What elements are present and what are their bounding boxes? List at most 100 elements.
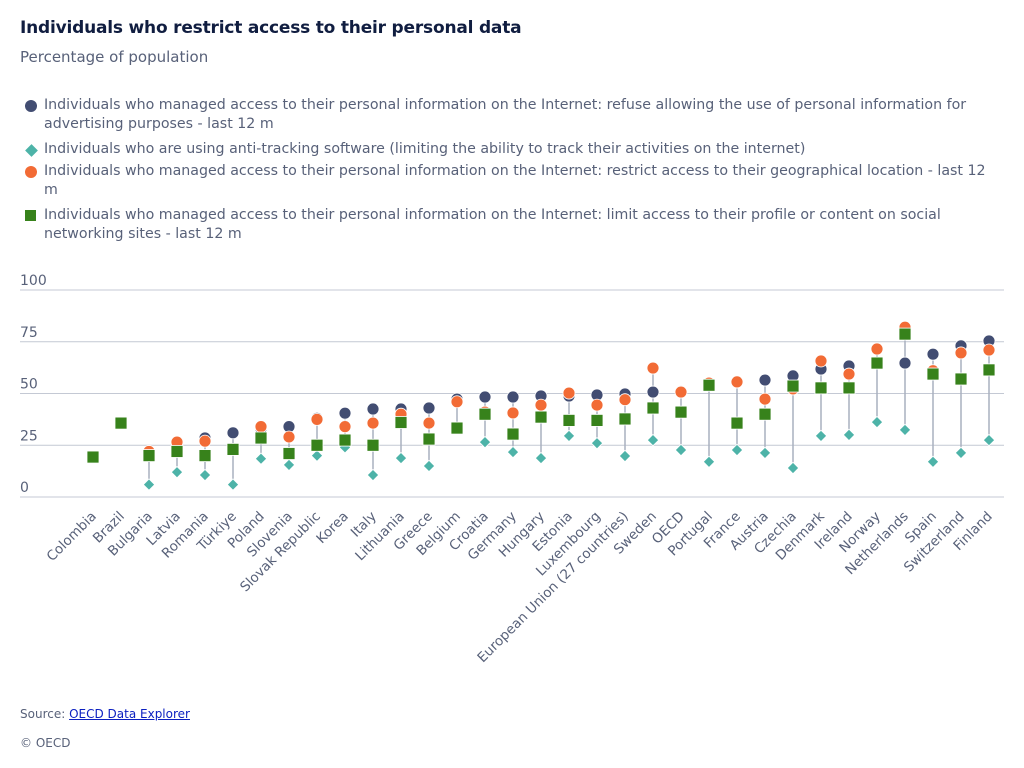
point-circle-sweden[interactable] bbox=[646, 361, 660, 375]
point-circle-slovenia[interactable] bbox=[282, 430, 296, 444]
source-link[interactable]: OECD Data Explorer bbox=[69, 707, 190, 721]
point-diamond-norway[interactable] bbox=[870, 415, 884, 429]
point-circle-greece[interactable] bbox=[422, 416, 436, 430]
point-diamond-slovak-republic[interactable] bbox=[310, 449, 324, 462]
point-diamond-european-union-27-countries-[interactable] bbox=[618, 449, 632, 463]
point-circle-italy[interactable] bbox=[366, 416, 380, 430]
point-diamond-croatia[interactable] bbox=[478, 435, 492, 449]
point-diamond-sweden[interactable] bbox=[646, 433, 660, 447]
point-circle-netherlands[interactable] bbox=[898, 356, 912, 370]
point-diamond-portugal[interactable] bbox=[702, 455, 716, 469]
point-square-luxembourg[interactable] bbox=[590, 414, 604, 427]
point-square-colombia[interactable] bbox=[86, 450, 100, 464]
point-square-slovak-republic[interactable] bbox=[310, 438, 324, 452]
point-diamond-oecd[interactable] bbox=[674, 443, 688, 457]
point-circle-spain[interactable] bbox=[926, 347, 940, 361]
point-square-romania[interactable] bbox=[198, 449, 212, 463]
point-diamond-netherlands[interactable] bbox=[898, 423, 912, 437]
point-square-korea[interactable] bbox=[338, 433, 352, 447]
legend-item-anti-tracking[interactable]: Individuals who are using anti-tracking … bbox=[20, 140, 995, 159]
point-square-greece[interactable] bbox=[422, 432, 436, 446]
point-square-germany[interactable] bbox=[506, 427, 520, 441]
point-diamond-romania[interactable] bbox=[198, 468, 212, 482]
point-circle-greece[interactable] bbox=[422, 401, 436, 415]
legend-item-refuse-advertising[interactable]: Individuals who managed access to their … bbox=[20, 96, 995, 134]
point-circle-hungary[interactable] bbox=[534, 398, 548, 412]
point-circle-norway[interactable] bbox=[870, 342, 884, 356]
point-square-austria[interactable] bbox=[758, 407, 772, 421]
point-square-european-union-27-countries-[interactable] bbox=[618, 412, 632, 426]
point-circle-croatia[interactable] bbox=[478, 390, 492, 404]
point-circle-poland[interactable] bbox=[254, 420, 268, 434]
point-circle-luxembourg[interactable] bbox=[590, 398, 604, 412]
point-square-t-rkiye[interactable] bbox=[226, 442, 240, 456]
point-diamond-poland[interactable] bbox=[254, 452, 268, 465]
point-diamond-latvia[interactable] bbox=[170, 465, 184, 479]
point-diamond-czechia[interactable] bbox=[786, 461, 800, 475]
point-square-hungary[interactable] bbox=[534, 410, 548, 424]
point-circle-ireland[interactable] bbox=[842, 367, 856, 381]
point-diamond-bulgaria[interactable] bbox=[142, 478, 156, 491]
point-square-france[interactable] bbox=[730, 416, 744, 430]
point-circle-european-union-27-countries-[interactable] bbox=[618, 393, 632, 407]
point-square-spain[interactable] bbox=[926, 367, 940, 381]
point-diamond-denmark[interactable] bbox=[814, 429, 828, 443]
point-square-finland[interactable] bbox=[982, 363, 996, 377]
point-square-oecd[interactable] bbox=[674, 405, 688, 419]
point-square-lithuania[interactable] bbox=[394, 416, 408, 429]
point-square-bulgaria[interactable] bbox=[142, 449, 156, 463]
point-diamond-greece[interactable] bbox=[422, 459, 436, 473]
point-square-slovenia[interactable] bbox=[282, 447, 296, 460]
point-square-czechia[interactable] bbox=[786, 379, 800, 393]
point-circle-france[interactable] bbox=[730, 375, 744, 389]
point-square-italy[interactable] bbox=[366, 438, 380, 452]
point-diamond-luxembourg[interactable] bbox=[590, 436, 604, 450]
point-circle-estonia[interactable] bbox=[562, 386, 576, 400]
point-circle-germany[interactable] bbox=[506, 406, 520, 420]
point-square-portugal[interactable] bbox=[702, 378, 716, 392]
point-square-latvia[interactable] bbox=[170, 445, 184, 458]
y-tick-label: 50 bbox=[20, 377, 38, 393]
point-square-denmark[interactable] bbox=[814, 381, 828, 395]
point-circle-austria[interactable] bbox=[758, 373, 772, 387]
point-circle-t-rkiye[interactable] bbox=[226, 426, 240, 440]
point-square-sweden[interactable] bbox=[646, 401, 660, 415]
legend-item-limit-profile[interactable]: Individuals who managed access to their … bbox=[20, 206, 995, 244]
point-diamond-spain[interactable] bbox=[926, 455, 940, 469]
point-square-poland[interactable] bbox=[254, 431, 268, 445]
point-circle-sweden[interactable] bbox=[646, 385, 660, 399]
point-circle-romania[interactable] bbox=[198, 434, 212, 448]
point-circle-finland[interactable] bbox=[982, 343, 996, 357]
point-circle-oecd[interactable] bbox=[674, 385, 688, 399]
point-circle-korea[interactable] bbox=[338, 406, 352, 420]
point-square-belgium[interactable] bbox=[450, 421, 464, 435]
point-diamond-finland[interactable] bbox=[982, 433, 996, 447]
point-circle-belgium[interactable] bbox=[450, 395, 464, 409]
point-circle-italy[interactable] bbox=[366, 402, 380, 416]
point-diamond-germany[interactable] bbox=[506, 445, 520, 459]
point-square-ireland[interactable] bbox=[842, 381, 856, 395]
point-diamond-hungary[interactable] bbox=[534, 451, 548, 465]
point-diamond-italy[interactable] bbox=[366, 468, 380, 482]
point-diamond-ireland[interactable] bbox=[842, 428, 856, 442]
point-square-estonia[interactable] bbox=[562, 414, 576, 427]
point-diamond-t-rkiye[interactable] bbox=[226, 478, 240, 491]
point-square-switzerland[interactable] bbox=[954, 372, 968, 386]
point-diamond-slovenia[interactable] bbox=[282, 458, 296, 472]
point-square-brazil[interactable] bbox=[114, 416, 128, 430]
point-circle-austria[interactable] bbox=[758, 392, 772, 406]
point-circle-switzerland[interactable] bbox=[954, 346, 968, 360]
point-diamond-france[interactable] bbox=[730, 443, 744, 457]
point-diamond-lithuania[interactable] bbox=[394, 451, 408, 465]
point-circle-germany[interactable] bbox=[506, 390, 520, 404]
point-diamond-switzerland[interactable] bbox=[954, 446, 968, 460]
point-square-netherlands[interactable] bbox=[898, 327, 912, 341]
legend-item-restrict-location[interactable]: Individuals who managed access to their … bbox=[20, 162, 995, 200]
point-square-norway[interactable] bbox=[870, 356, 884, 370]
point-diamond-austria[interactable] bbox=[758, 446, 772, 460]
point-square-croatia[interactable] bbox=[478, 407, 492, 421]
point-circle-korea[interactable] bbox=[338, 420, 352, 434]
point-circle-slovak-republic[interactable] bbox=[310, 412, 324, 426]
point-circle-denmark[interactable] bbox=[814, 354, 828, 368]
point-diamond-estonia[interactable] bbox=[562, 429, 576, 443]
